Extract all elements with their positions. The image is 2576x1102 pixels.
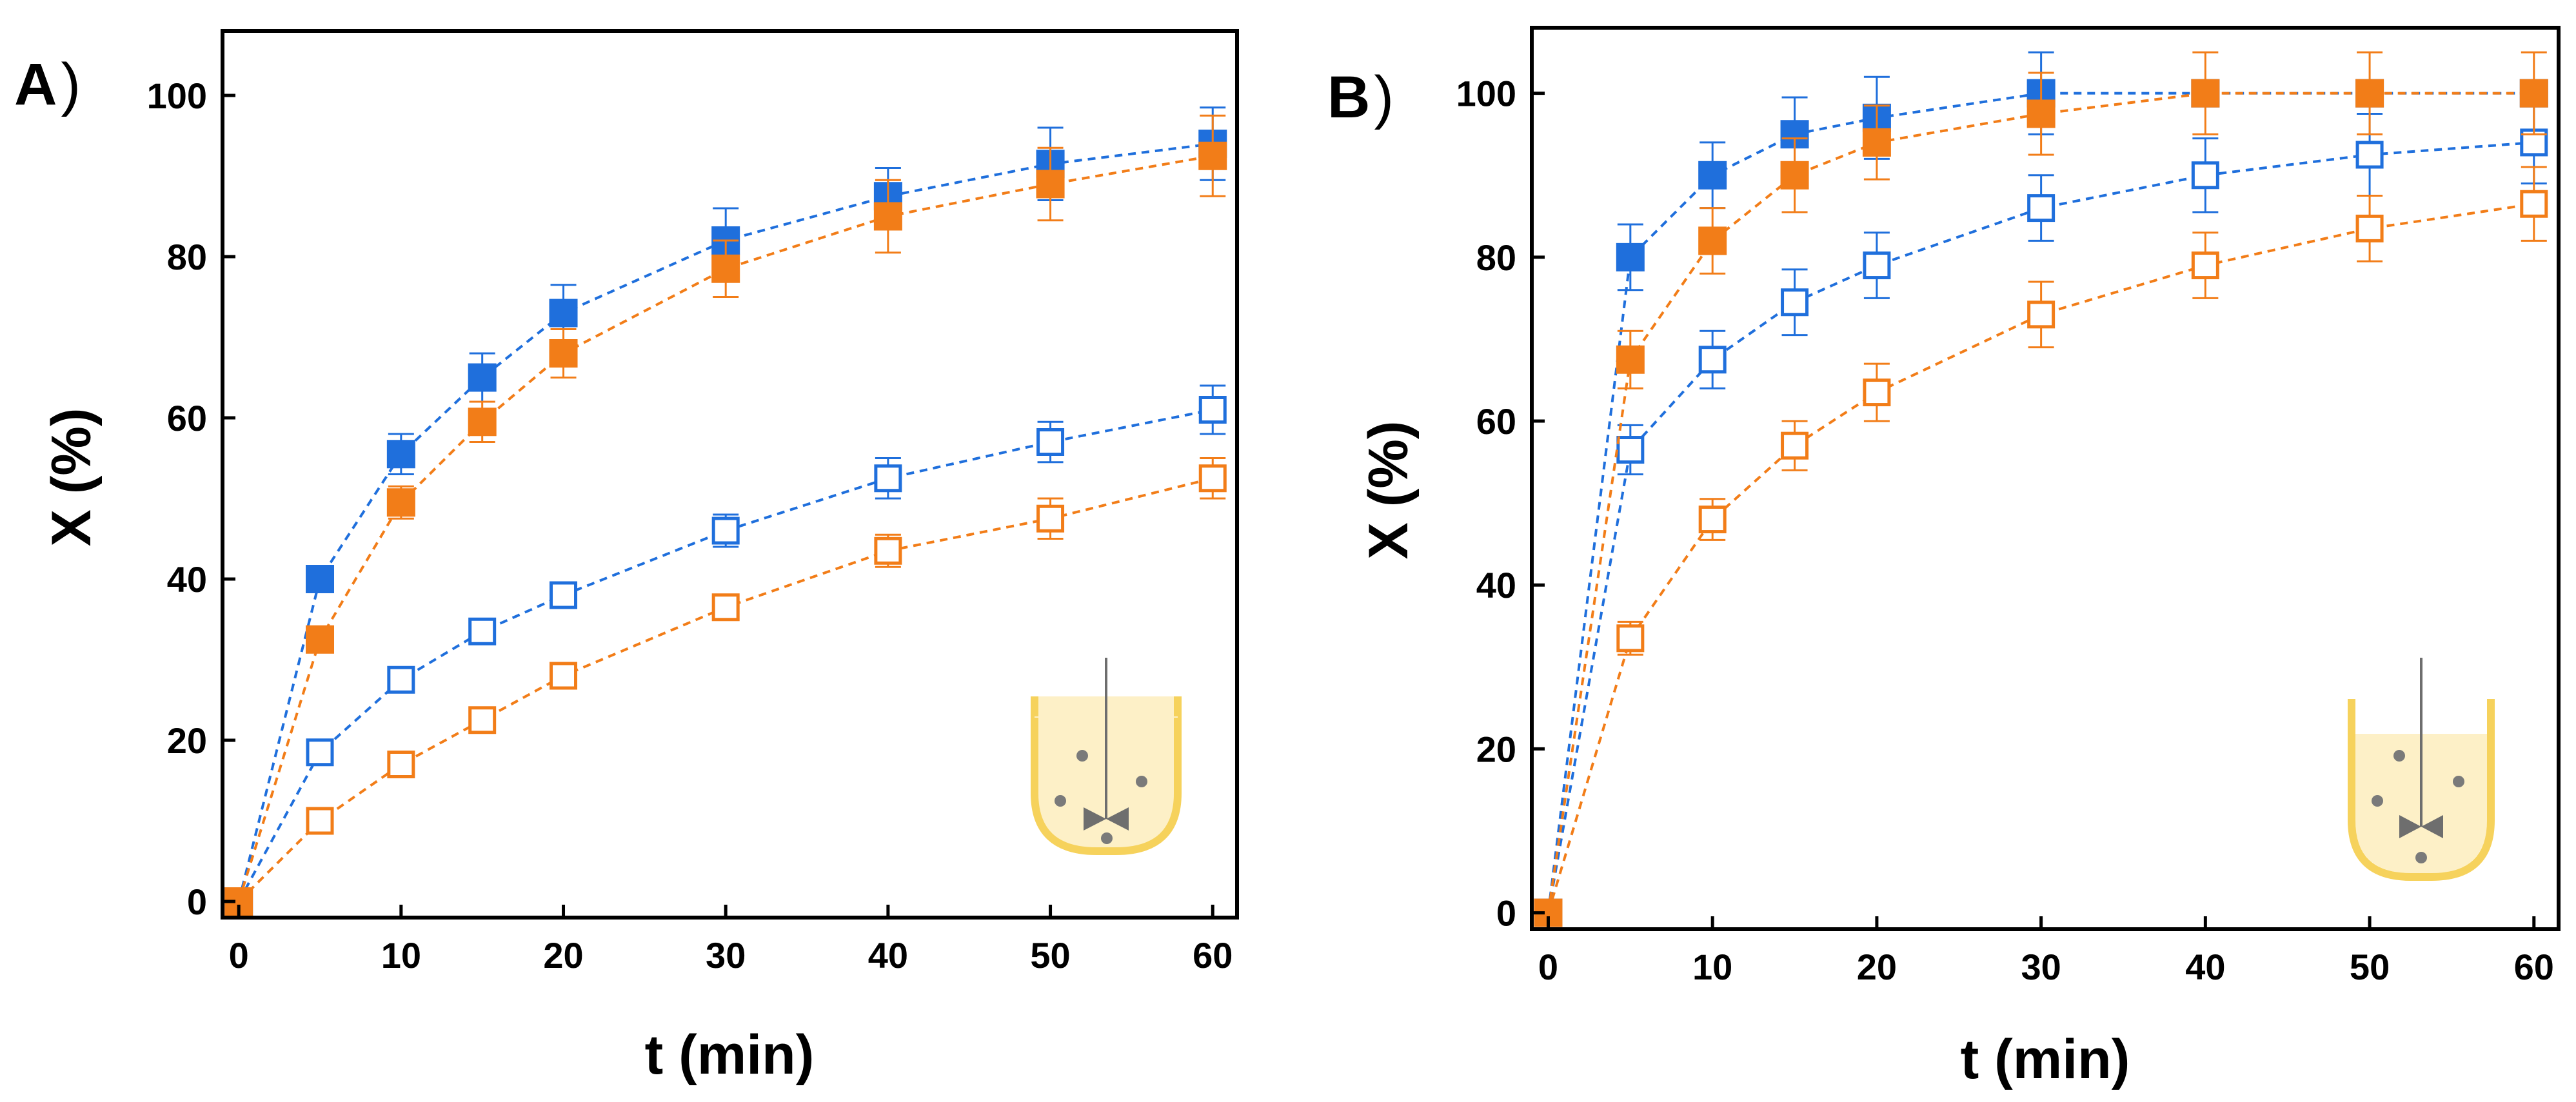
panel-a-blue-open-point: [1198, 396, 1227, 424]
panel-b-x-tick-label: 20: [1857, 947, 1897, 987]
panel-a-blue-filled-point: [306, 565, 335, 593]
panel-a-axes-frame: [221, 29, 1239, 920]
panel-a-orange-open-point: [874, 536, 902, 565]
panel-a-blue-filled-point: [549, 299, 578, 328]
panel-b-x-axis-title: t (min): [1961, 1028, 2130, 1090]
panel-b-blue-open-point: [1616, 436, 1645, 464]
panel-b-blue-open-point: [2027, 194, 2056, 222]
panel-a-blue-open-point: [387, 665, 415, 694]
panel-a-orange-filled-point: [1036, 170, 1065, 199]
panel-b-blue-open-point: [1698, 346, 1727, 374]
panel-a-y-tick-label: 60: [167, 398, 207, 438]
panel-a-blue-open-point: [874, 464, 902, 493]
panel-b: B) 0 10 20 30 40 50 60 0 20 40 60 80 100 t (min) X (…: [1327, 26, 2561, 1090]
panel-b-orange-filled-point: [2355, 79, 2384, 108]
panel-b-x-tick-label: 40: [2185, 947, 2225, 987]
panel-a-orange-open-point: [387, 751, 415, 778]
panel-a-orange-open-point: [1198, 464, 1227, 493]
panel-b-blue-open-series-line: [1547, 141, 2534, 913]
panel-b-orange-filled-point: [2026, 99, 2056, 128]
panel-a-y-tick-label: 100: [147, 75, 207, 116]
panel-b-blue-open-point: [1863, 251, 1891, 280]
panel-a-blue-open-point: [711, 517, 740, 545]
panel-b-orange-filled-point: [1698, 226, 1727, 255]
panel-a-y-axis-title: X (%): [41, 408, 103, 547]
panel-b-x-tick-label: 0: [1538, 947, 1558, 987]
panel-b-plot-area: [1534, 51, 2548, 927]
panel-b-y-tick-label: 0: [1496, 893, 1516, 934]
panel-b-x-tick-label: 30: [2021, 947, 2061, 987]
panel-a: A) 0 10 20 30 40 50 60 0 20 40 60 80 100 t (min) X (…: [14, 29, 1239, 1086]
panel-b-y-tick-label: 20: [1476, 729, 1516, 769]
panel-b-orange-open-point: [1863, 379, 1891, 407]
panel-a-y-tick-label: 20: [167, 720, 207, 761]
panel-b-orange-filled-point: [2191, 79, 2220, 108]
panel-b-y-tick-label: 100: [1456, 74, 1516, 114]
beaker-stirred-tank-icon: [1035, 658, 1178, 855]
panel-b-orange-open-point: [1616, 624, 1645, 653]
panel-a-y-tick-label: 40: [167, 559, 207, 600]
panel-a-x-tick-label: 10: [381, 935, 421, 976]
panel-a-orange-filled-point: [873, 202, 902, 231]
panel-b-orange-filled-point: [2519, 79, 2548, 108]
panel-a-blue-open-point: [1036, 428, 1065, 456]
panel-a-x-tick-label: 40: [868, 935, 908, 976]
panel-a-orange-open-point: [1036, 504, 1065, 533]
panel-b-blue-filled-point: [1698, 161, 1727, 190]
panel-a-x-tick-label: 50: [1030, 935, 1070, 976]
panel-a-x-tick-label: 20: [543, 935, 583, 976]
panel-b-y-tick-label: 40: [1476, 565, 1516, 605]
panel-a-y-tick-label: 0: [187, 881, 207, 922]
panel-a-blue-open-point: [468, 617, 497, 645]
panel-b-orange-open-point: [2520, 190, 2548, 218]
panel-b-y-axis-title: X (%): [1358, 421, 1420, 560]
panel-a-x-axis-title: t (min): [645, 1024, 815, 1086]
panel-b-ticks: 0 10 20 30 40 50 60 0 20 40 60 80 100: [1456, 74, 2554, 987]
panel-b-x-tick-label: 10: [1692, 947, 1732, 987]
panel-b-orange-open-point: [1698, 506, 1727, 534]
panel-a-orange-open-point: [468, 706, 497, 734]
panel-b-blue-open-point: [2355, 141, 2384, 169]
panel-a-orange-filled-point: [468, 408, 497, 437]
panel-a-y-tick-label: 80: [167, 237, 207, 277]
panel-b-orange-open-point: [2027, 300, 2056, 329]
panel-b-blue-open-point: [2191, 161, 2219, 190]
panel-a-orange-filled-point: [306, 625, 335, 654]
panel-b-x-tick-label: 50: [2350, 947, 2390, 987]
panel-b-x-tick-label: 60: [2514, 947, 2554, 987]
panel-a-x-tick-label: 0: [229, 935, 249, 976]
panel-a-orange-open-point: [711, 593, 740, 622]
panel-b-y-tick-label: 60: [1476, 401, 1516, 442]
panel-a-orange-filled-point: [549, 339, 578, 368]
panel-b-orange-filled-point: [1616, 345, 1645, 374]
panel-a-orange-open-point: [550, 662, 578, 690]
panel-b-orange-filled-point: [1862, 128, 1891, 157]
panel-b-y-tick-label: 80: [1476, 237, 1516, 278]
panel-b-orange-open-point: [1781, 431, 1809, 460]
panel-a-ticks: 0 10 20 30 40 50 60 0 20 40 60 80 100: [147, 75, 1233, 976]
panel-a-orange-filled-point: [1198, 141, 1227, 170]
panel-a-blue-filled-point: [386, 440, 415, 469]
panel-a-x-tick-label: 60: [1193, 935, 1233, 976]
panel-b-orange-open-point: [2355, 214, 2384, 242]
panel-a-blue-open-point: [306, 738, 334, 767]
panel-a-label: A): [14, 52, 81, 117]
panel-a-blue-filled-point: [468, 363, 497, 392]
panel-a-orange-filled-point: [386, 488, 415, 517]
panel-a-x-tick-label: 30: [706, 935, 746, 976]
panel-a-plot-area: [224, 106, 1227, 916]
panel-b-label: B): [1327, 64, 1394, 130]
panel-b-orange-open-point: [2191, 251, 2219, 280]
panel-a-orange-filled-point: [711, 254, 740, 283]
panel-a-blue-open-point: [550, 581, 578, 609]
beaker-stirred-tank-icon: [2348, 658, 2495, 881]
panel-b-blue-open-point: [1781, 288, 1809, 317]
panel-b-orange-filled-point: [1780, 161, 1809, 190]
panel-a-orange-open-point: [306, 807, 334, 835]
panel-b-blue-filled-point: [1616, 242, 1645, 271]
panel-b-axes-frame: [1530, 26, 2561, 931]
